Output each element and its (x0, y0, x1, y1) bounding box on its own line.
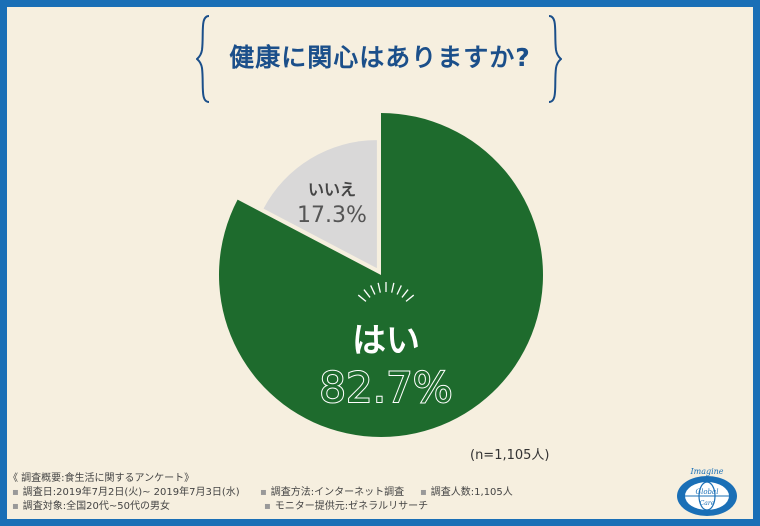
slice-label-yes: はい (352, 321, 420, 361)
svg-text:Global: Global (696, 488, 719, 496)
slice-label-no: いいえ (308, 180, 356, 199)
slice-value-no: 17.3% (297, 203, 367, 228)
svg-text:Imagine: Imagine (689, 467, 723, 476)
pie-slice-no (263, 140, 377, 269)
label-burst-line (391, 282, 395, 293)
title-right-brace (548, 15, 562, 103)
label-burst-line (396, 285, 402, 295)
chart-title: 健康に関心はありますか? (229, 43, 531, 72)
survey-respondents: ▪ 調査人数:1,105人 (420, 487, 513, 498)
label-burst-line (401, 289, 409, 298)
svg-text:Care: Care (700, 500, 715, 507)
survey-panel: ▪ モニター提供元:ゼネラルリサーチ (264, 501, 429, 512)
survey-heading: 《 調査概要:食生活に関するアンケート》 (8, 473, 195, 484)
title-left-brace (196, 15, 210, 103)
pie-slice-yes (218, 113, 543, 437)
sample-size: (n=1,105人) (470, 448, 550, 463)
survey-method: ▪ 調査方法:インターネット調査 (260, 487, 405, 498)
label-burst-line (377, 282, 381, 293)
survey-target: ▪ 調査対象:全国20代~50代の男女 (12, 501, 170, 512)
label-burst-line (357, 294, 367, 302)
survey-footer: 《 調査概要:食生活に関するアンケート》 ▪ 調査日:2019年7月2日(火)~ … (8, 472, 658, 514)
label-burst-line (363, 289, 371, 298)
imagine-global-care-logo: Imagine Global Care (677, 467, 737, 516)
survey-period: ▪ 調査日:2019年7月2日(火)~ 2019年7月3日(水) (12, 487, 240, 498)
slice-value-yes: 82.7% (319, 363, 452, 412)
label-burst-line (370, 285, 376, 295)
label-burst-line (405, 294, 415, 302)
